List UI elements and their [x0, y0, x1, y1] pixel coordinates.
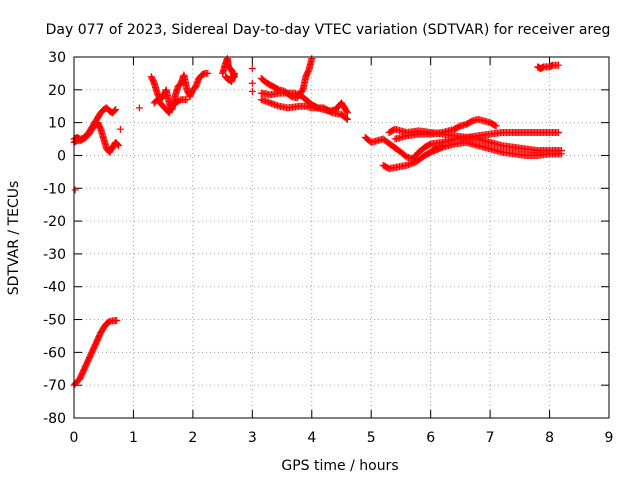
- data-point: [557, 150, 565, 158]
- y-tick-label: -20: [43, 214, 66, 230]
- x-tick-label: 8: [545, 430, 554, 446]
- y-tick-label: 20: [48, 83, 66, 99]
- data-point: [248, 87, 256, 95]
- data-point: [116, 125, 124, 133]
- data-point: [343, 109, 351, 117]
- data-point: [204, 69, 212, 77]
- data-point: [343, 108, 351, 116]
- data-point: [71, 186, 79, 194]
- x-tick-label: 2: [188, 430, 197, 446]
- data-point: [115, 142, 123, 150]
- x-tick-label: 5: [367, 430, 376, 446]
- y-tick-label: -40: [43, 280, 66, 296]
- grid-lines: [74, 57, 609, 418]
- y-axis-ticks: -80 -70 -60 -50 -40 -30 -20 -10 0 10 20 30: [43, 50, 609, 427]
- x-tick-label: 1: [129, 430, 138, 446]
- data-point: [111, 107, 119, 115]
- data-point: [248, 64, 256, 72]
- plot-frame: [73, 56, 610, 419]
- data-point: [554, 61, 562, 69]
- x-tick-label: 6: [426, 430, 435, 446]
- data-point: [492, 122, 500, 130]
- data-point: [112, 106, 120, 114]
- x-axis-label: GPS time / hours: [281, 458, 398, 474]
- data-point: [342, 114, 350, 122]
- y-tick-label: 30: [48, 50, 66, 66]
- x-tick-label: 7: [486, 430, 495, 446]
- data-points: [70, 55, 565, 389]
- data-point: [554, 128, 562, 136]
- x-axis-ticks: 0 1 2 3 4 5 6 7 8 9: [70, 57, 614, 446]
- x-tick-label: 0: [70, 430, 79, 446]
- x-tick-label: 3: [248, 430, 257, 446]
- data-point: [343, 115, 351, 123]
- data-point: [308, 55, 316, 63]
- x-tick-label: 9: [605, 430, 614, 446]
- y-tick-label: -70: [43, 378, 66, 394]
- chart-title: Day 077 of 2023, Sidereal Day-to-day VTE…: [46, 22, 611, 38]
- x-tick-label: 4: [307, 430, 316, 446]
- data-point: [135, 104, 143, 112]
- data-point: [113, 317, 121, 325]
- data-point: [114, 141, 122, 149]
- y-axis-label: SDTVAR / TECUs: [6, 181, 22, 296]
- y-tick-label: -30: [43, 247, 66, 263]
- y-tick-label: -80: [43, 411, 66, 427]
- data-point: [248, 79, 256, 87]
- y-tick-label: 0: [57, 148, 66, 164]
- data-point: [183, 96, 191, 104]
- y-tick-label: -50: [43, 313, 66, 329]
- y-tick-label: -10: [43, 181, 66, 197]
- data-point: [231, 69, 238, 77]
- data-point: [491, 121, 499, 129]
- y-tick-label: -60: [43, 345, 66, 361]
- y-tick-label: 10: [48, 116, 66, 132]
